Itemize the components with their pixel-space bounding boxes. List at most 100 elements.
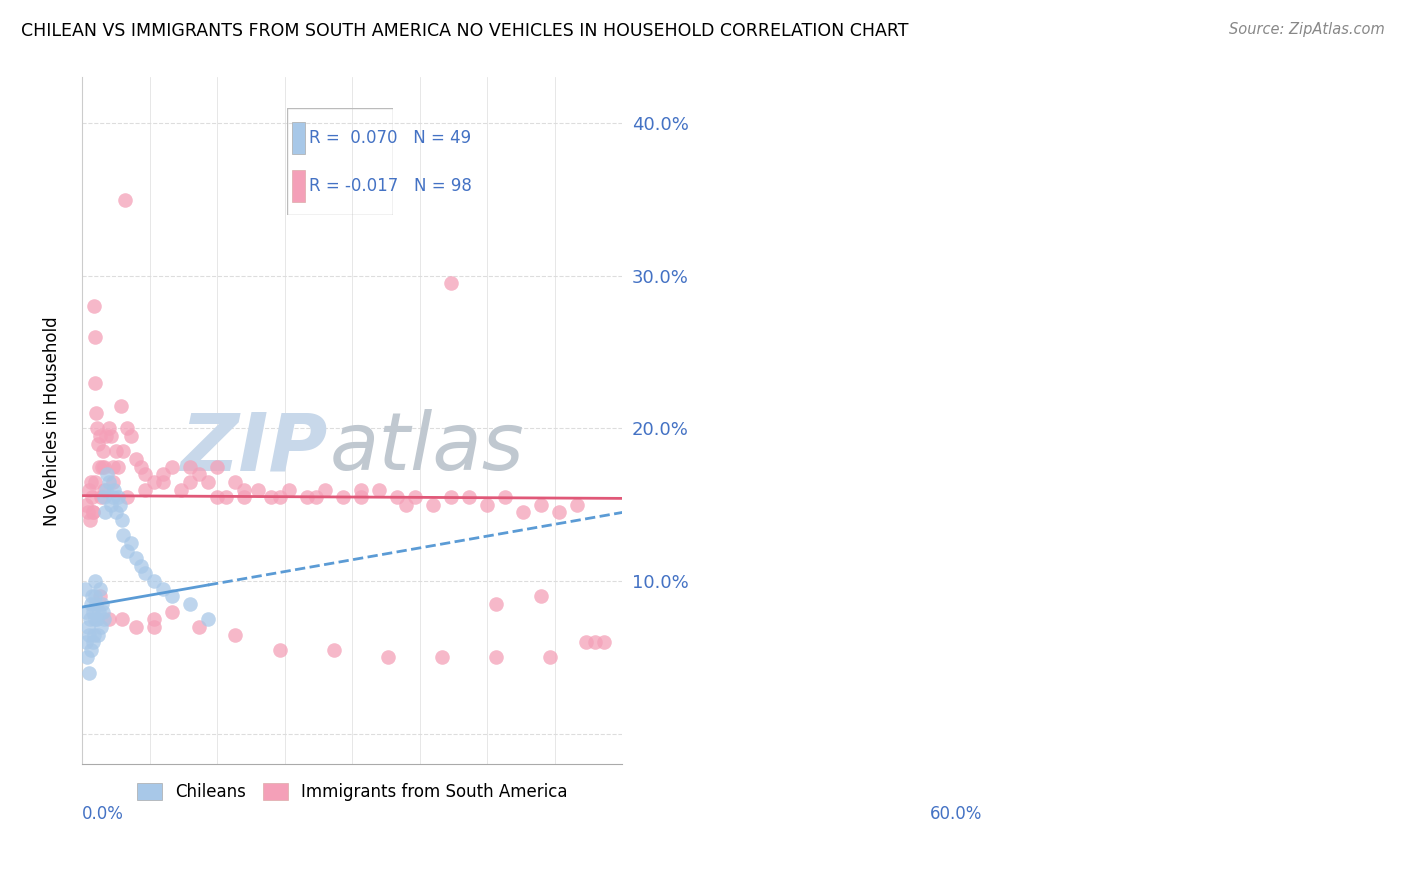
Point <box>98 612 121 626</box>
Point <box>80 642 103 657</box>
Point <box>77 483 100 497</box>
Point <box>152 467 174 482</box>
Point <box>530 590 553 604</box>
Point <box>114 193 136 207</box>
Point <box>79 513 101 527</box>
Point <box>105 444 128 458</box>
Point <box>82 635 104 649</box>
Point <box>107 490 129 504</box>
Point <box>98 421 121 435</box>
Point <box>205 490 228 504</box>
Point <box>86 421 108 435</box>
Point <box>458 490 481 504</box>
Point <box>368 483 391 497</box>
Point <box>111 612 134 626</box>
Point <box>91 605 114 619</box>
Point <box>332 490 354 504</box>
Point <box>179 459 201 474</box>
Point <box>112 444 135 458</box>
Point <box>404 490 426 504</box>
Point <box>395 498 418 512</box>
Point <box>121 429 143 443</box>
Point <box>143 612 166 626</box>
Point <box>305 490 328 504</box>
Point <box>90 490 112 504</box>
Point <box>84 376 107 390</box>
Point <box>530 498 553 512</box>
Point <box>260 490 283 504</box>
Point <box>278 483 301 497</box>
Text: 60.0%: 60.0% <box>931 805 983 823</box>
Point <box>485 650 508 665</box>
Point <box>477 498 499 512</box>
Point <box>295 490 318 504</box>
Point <box>224 475 246 489</box>
Point <box>80 490 103 504</box>
Point <box>77 627 100 641</box>
Point <box>90 620 112 634</box>
Point <box>98 475 121 489</box>
Point <box>246 483 269 497</box>
Point <box>160 605 183 619</box>
Text: 0.0%: 0.0% <box>82 805 124 823</box>
Point <box>593 635 616 649</box>
Point <box>134 483 156 497</box>
Point <box>89 590 111 604</box>
Point <box>494 490 516 504</box>
Point <box>86 597 108 611</box>
Point <box>350 490 373 504</box>
Text: atlas: atlas <box>329 409 524 487</box>
Point <box>170 483 193 497</box>
Point <box>377 650 399 665</box>
Point <box>215 490 238 504</box>
Point <box>440 277 463 291</box>
Point <box>269 642 291 657</box>
Point <box>75 605 97 619</box>
Point <box>112 528 135 542</box>
Point <box>350 483 373 497</box>
Point <box>512 505 534 519</box>
Point <box>152 582 174 596</box>
Point <box>152 475 174 489</box>
Point <box>77 505 100 519</box>
Point <box>387 490 409 504</box>
Y-axis label: No Vehicles in Household: No Vehicles in Household <box>44 316 60 525</box>
Point <box>233 490 256 504</box>
Point <box>80 475 103 489</box>
Point <box>567 498 589 512</box>
Point <box>93 459 115 474</box>
Point <box>90 597 112 611</box>
Point <box>440 490 463 504</box>
Point <box>84 574 107 588</box>
Point <box>143 620 166 634</box>
Point <box>84 590 107 604</box>
Point <box>103 459 125 474</box>
Point <box>188 620 211 634</box>
Point <box>110 399 132 413</box>
Point <box>82 505 104 519</box>
Point <box>77 665 100 680</box>
Point <box>115 490 138 504</box>
Point <box>197 612 219 626</box>
Point <box>77 620 100 634</box>
Point <box>83 299 105 313</box>
Point <box>79 612 101 626</box>
Point <box>91 444 114 458</box>
Point <box>143 475 166 489</box>
Point <box>87 436 110 450</box>
Point <box>90 459 112 474</box>
Point <box>129 558 152 573</box>
Point <box>83 612 105 626</box>
Point <box>134 566 156 581</box>
Text: ZIP: ZIP <box>180 409 328 487</box>
Point <box>125 551 148 566</box>
Point <box>422 498 444 512</box>
Point <box>94 505 117 519</box>
Point <box>160 459 183 474</box>
Point <box>87 459 110 474</box>
Point <box>485 597 508 611</box>
Point <box>87 627 110 641</box>
Point <box>134 467 156 482</box>
Text: CHILEAN VS IMMIGRANTS FROM SOUTH AMERICA NO VEHICLES IN HOUSEHOLD CORRELATION CH: CHILEAN VS IMMIGRANTS FROM SOUTH AMERICA… <box>21 22 908 40</box>
Point <box>87 605 110 619</box>
